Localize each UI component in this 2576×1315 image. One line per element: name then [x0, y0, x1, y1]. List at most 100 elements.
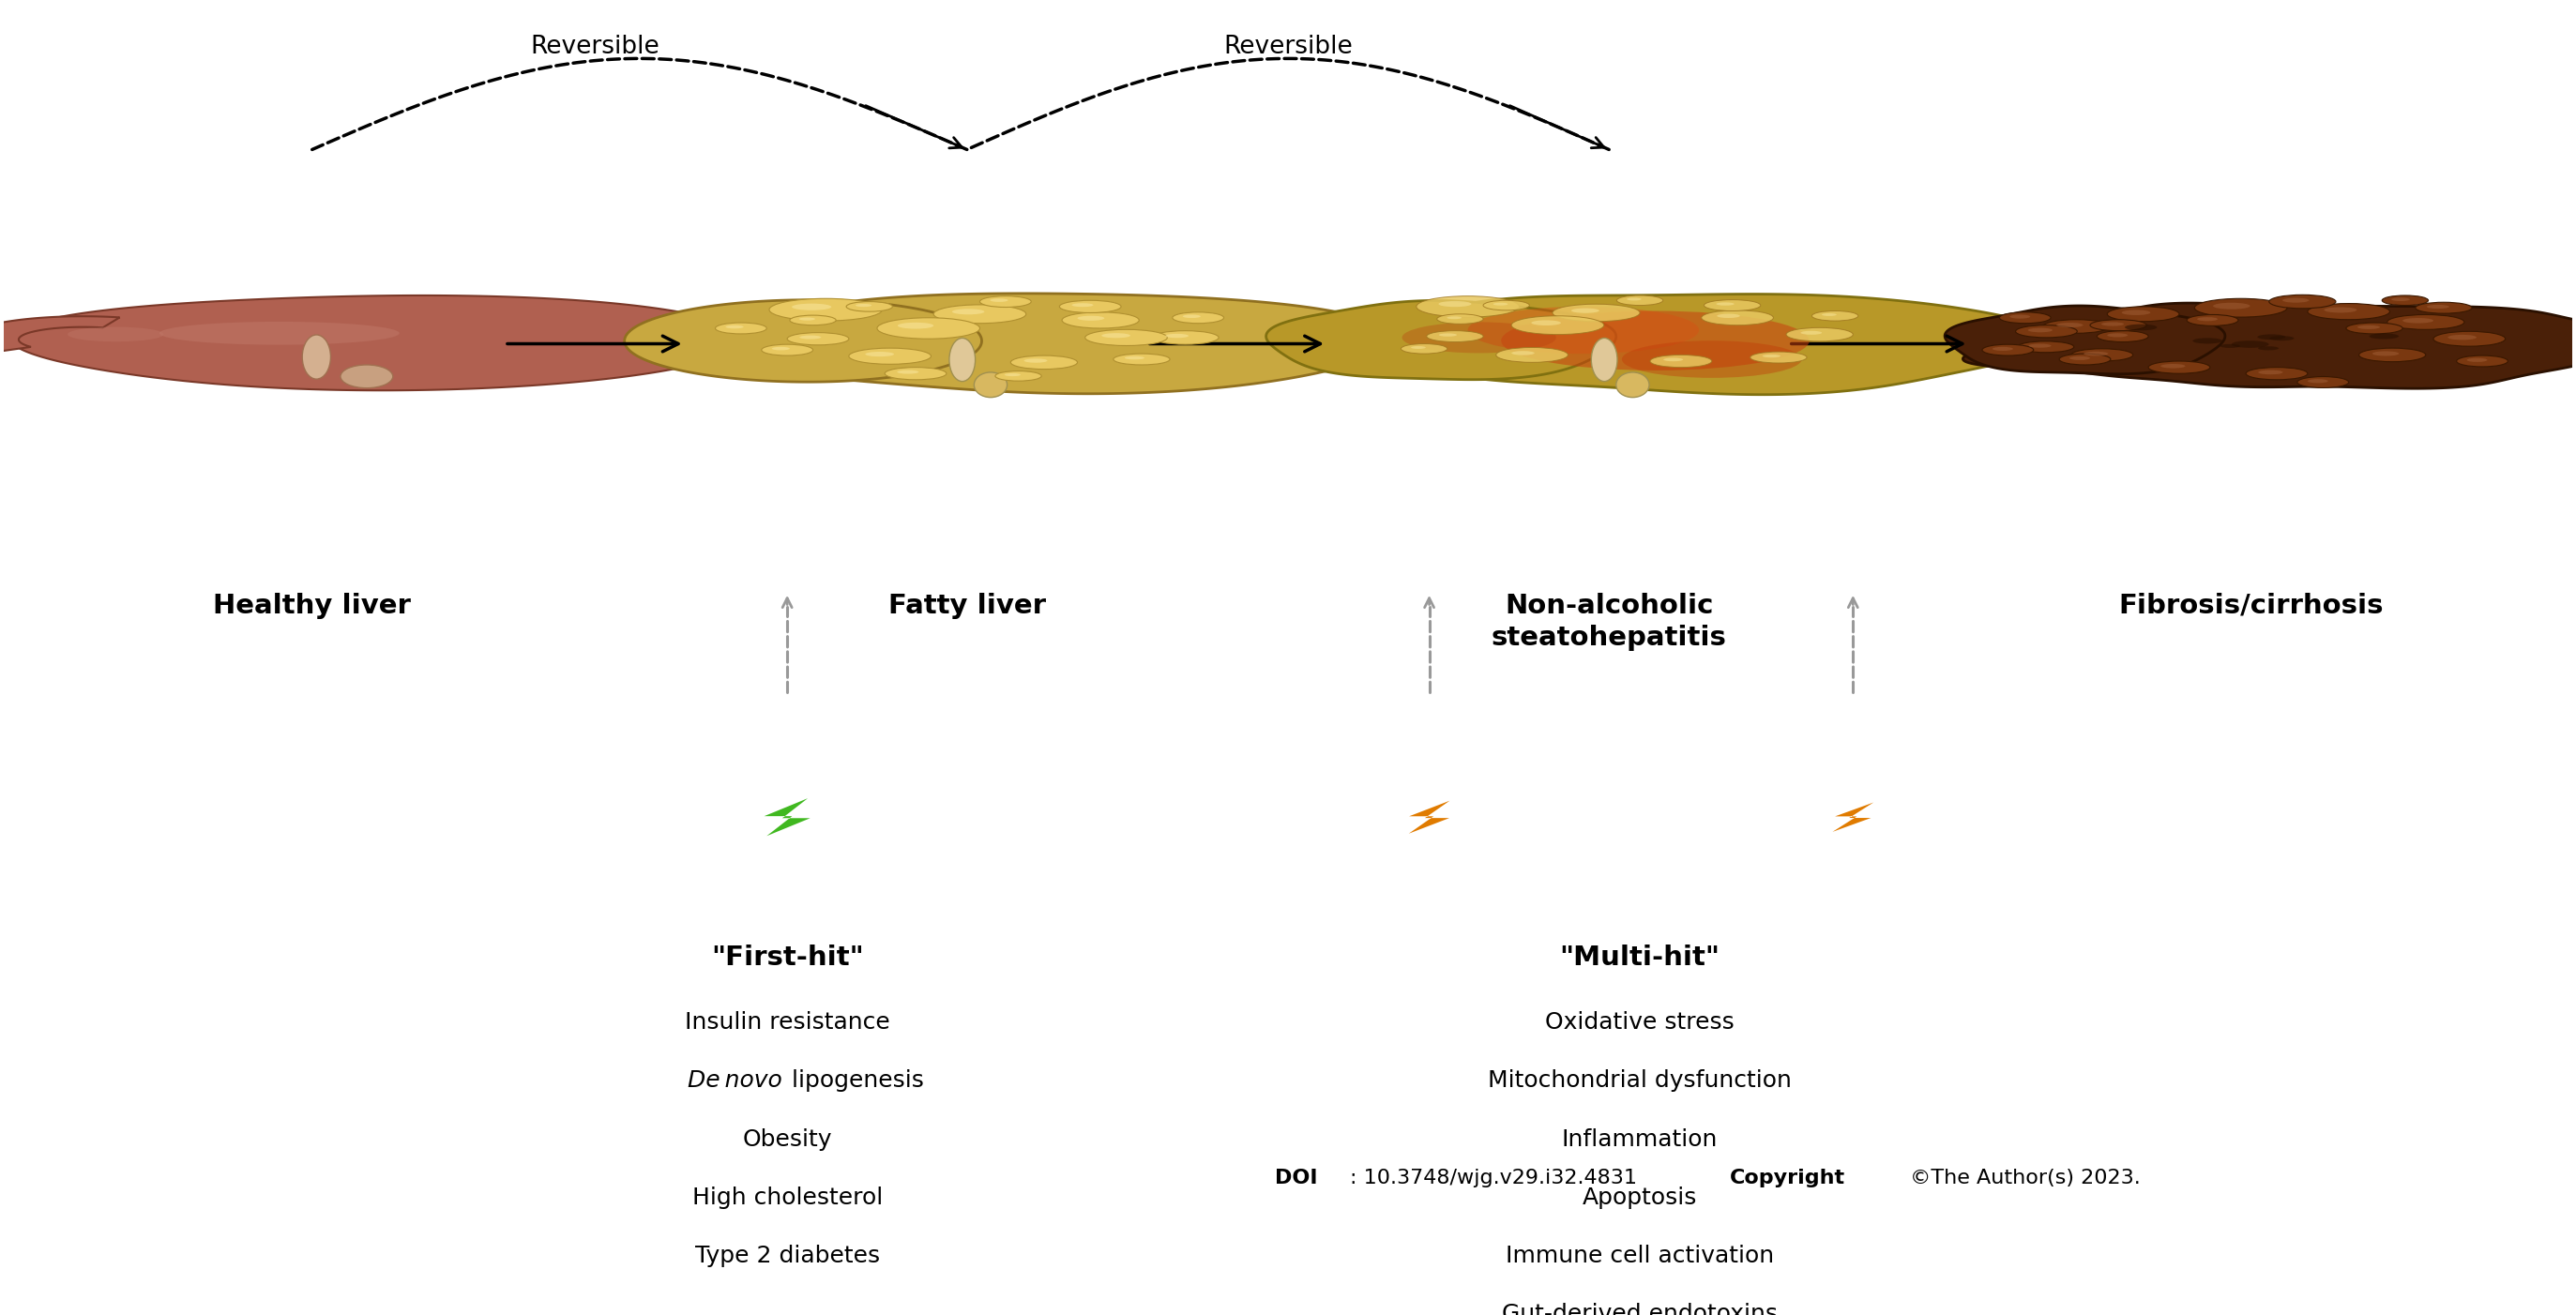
- Ellipse shape: [1762, 355, 1780, 358]
- Ellipse shape: [791, 304, 832, 310]
- Ellipse shape: [2195, 299, 2287, 317]
- Ellipse shape: [2071, 348, 2133, 362]
- Ellipse shape: [953, 309, 984, 314]
- Ellipse shape: [2308, 304, 2391, 320]
- Ellipse shape: [1448, 317, 1461, 320]
- Ellipse shape: [2458, 355, 2509, 367]
- Ellipse shape: [1801, 331, 1821, 335]
- Text: Healthy liver: Healthy liver: [214, 593, 412, 619]
- Ellipse shape: [762, 345, 814, 355]
- Ellipse shape: [2009, 314, 2030, 318]
- Polygon shape: [1963, 302, 2576, 388]
- Polygon shape: [623, 300, 981, 381]
- Ellipse shape: [1151, 331, 1218, 345]
- Ellipse shape: [2027, 327, 2053, 333]
- Text: Mitochondrial dysfunction: Mitochondrial dysfunction: [1489, 1069, 1793, 1093]
- Ellipse shape: [726, 325, 744, 329]
- Ellipse shape: [1172, 312, 1224, 323]
- Ellipse shape: [1401, 343, 1448, 354]
- Ellipse shape: [770, 299, 881, 321]
- Ellipse shape: [2298, 376, 2349, 388]
- Ellipse shape: [848, 301, 891, 312]
- Ellipse shape: [1484, 300, 1530, 310]
- Ellipse shape: [1785, 327, 1852, 342]
- Ellipse shape: [799, 335, 822, 339]
- Ellipse shape: [896, 370, 920, 373]
- Ellipse shape: [2324, 308, 2357, 313]
- Ellipse shape: [340, 364, 394, 388]
- Ellipse shape: [2468, 358, 2488, 362]
- Ellipse shape: [1703, 310, 1772, 325]
- Ellipse shape: [2014, 325, 2076, 338]
- Text: : 10.3748/wjg.v29.i32.4831: : 10.3748/wjg.v29.i32.4831: [1350, 1169, 1646, 1187]
- Ellipse shape: [2347, 322, 2403, 334]
- Text: ©The Author(s) 2023.: ©The Author(s) 2023.: [1909, 1169, 2141, 1187]
- Ellipse shape: [67, 327, 165, 342]
- Ellipse shape: [1718, 314, 1739, 318]
- Text: Fatty liver: Fatty liver: [889, 593, 1046, 619]
- Ellipse shape: [1530, 321, 1561, 325]
- Ellipse shape: [1061, 312, 1139, 329]
- Ellipse shape: [951, 338, 976, 381]
- Ellipse shape: [1494, 302, 1507, 305]
- Ellipse shape: [2447, 335, 2476, 341]
- Ellipse shape: [2370, 334, 2398, 339]
- Ellipse shape: [1623, 341, 1801, 377]
- Ellipse shape: [2257, 334, 2285, 339]
- Ellipse shape: [1164, 334, 1188, 338]
- Ellipse shape: [866, 351, 894, 356]
- Ellipse shape: [2259, 346, 2280, 350]
- Ellipse shape: [1502, 310, 1808, 371]
- Ellipse shape: [1999, 312, 2050, 323]
- Ellipse shape: [2427, 305, 2450, 309]
- Ellipse shape: [1618, 296, 1664, 305]
- Ellipse shape: [2030, 343, 2050, 347]
- Ellipse shape: [799, 317, 814, 321]
- Ellipse shape: [2102, 322, 2125, 326]
- Ellipse shape: [2187, 314, 2239, 326]
- Polygon shape: [1409, 801, 1450, 834]
- Text: Fibrosis/cirrhosis: Fibrosis/cirrhosis: [2117, 593, 2383, 619]
- Ellipse shape: [2017, 342, 2074, 352]
- Ellipse shape: [1821, 313, 1837, 316]
- Ellipse shape: [2125, 325, 2156, 330]
- Ellipse shape: [1072, 304, 1092, 306]
- Polygon shape: [1945, 306, 2226, 373]
- Text: De novo: De novo: [683, 1069, 788, 1093]
- Ellipse shape: [2259, 370, 2282, 375]
- Ellipse shape: [160, 322, 399, 345]
- Text: Type 2 diabetes: Type 2 diabetes: [696, 1244, 878, 1266]
- Ellipse shape: [1651, 355, 1710, 367]
- Ellipse shape: [1417, 296, 1520, 317]
- Ellipse shape: [2269, 335, 2295, 341]
- Text: Copyright: Copyright: [1728, 1169, 1844, 1187]
- Text: Oxidative stress: Oxidative stress: [1546, 1011, 1734, 1034]
- Ellipse shape: [2197, 317, 2218, 321]
- Text: Obesity: Obesity: [742, 1128, 832, 1151]
- Text: Non-alcoholic
steatohepatitis: Non-alcoholic steatohepatitis: [1492, 593, 1726, 651]
- Ellipse shape: [2084, 351, 2107, 356]
- Ellipse shape: [1412, 346, 1425, 348]
- Ellipse shape: [1991, 347, 2012, 351]
- Polygon shape: [1265, 301, 1615, 380]
- Text: Gut-derived endotoxins: Gut-derived endotoxins: [1502, 1303, 1777, 1315]
- Ellipse shape: [855, 304, 871, 306]
- Ellipse shape: [896, 322, 933, 329]
- Ellipse shape: [2416, 302, 2473, 313]
- Text: Immune cell activation: Immune cell activation: [1504, 1244, 1775, 1266]
- Ellipse shape: [2097, 331, 2148, 342]
- Ellipse shape: [1010, 355, 1077, 370]
- Polygon shape: [708, 293, 1396, 393]
- Ellipse shape: [1126, 356, 1144, 359]
- Ellipse shape: [884, 367, 945, 380]
- Ellipse shape: [2246, 367, 2308, 380]
- Text: "Multi-hit": "Multi-hit": [1558, 944, 1721, 970]
- Text: Insulin resistance: Insulin resistance: [685, 1011, 889, 1034]
- Ellipse shape: [2308, 379, 2329, 383]
- Ellipse shape: [2269, 295, 2336, 309]
- Ellipse shape: [1468, 306, 1700, 354]
- Ellipse shape: [2107, 306, 2179, 321]
- Polygon shape: [1347, 295, 2056, 394]
- Ellipse shape: [2213, 302, 2249, 309]
- Ellipse shape: [1705, 300, 1759, 310]
